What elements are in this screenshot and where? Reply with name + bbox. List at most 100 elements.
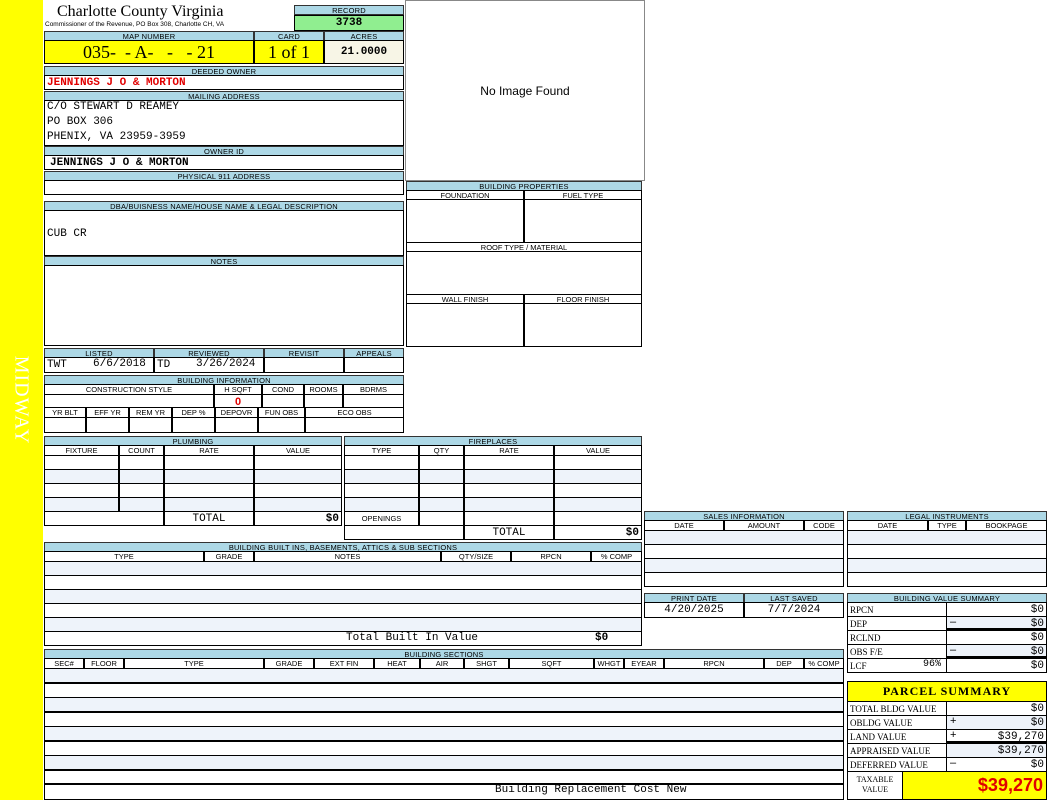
building-sections-row	[44, 769, 844, 785]
building-sections-row	[44, 726, 844, 741]
mailing-address-line: PHENIX, VA 23959-3959	[47, 131, 186, 143]
built-ins-row	[44, 617, 642, 632]
built-ins-total-label: Total Built In Value	[346, 632, 479, 644]
plumbing-cell	[119, 483, 164, 498]
sales-row	[644, 572, 844, 587]
bvs-row-value: $0	[946, 616, 1047, 631]
taxable-value: $39,270	[902, 771, 1047, 800]
fireplaces-cell	[419, 455, 464, 470]
fireplaces-cell	[464, 483, 554, 498]
fireplaces-cell	[554, 455, 642, 470]
parcel-row-label: APPRAISED VALUE	[847, 743, 947, 758]
floor-finish-value	[524, 303, 642, 347]
appeals-value	[344, 357, 404, 373]
deeded-owner: JENNINGS J O & MORTON	[44, 75, 404, 90]
parcel-row-label: DEFERRED VALUE	[847, 757, 947, 772]
fireplaces-cell	[464, 469, 554, 484]
county-title: Charlotte County Virginia	[57, 3, 224, 20]
built-ins-row	[44, 589, 642, 604]
building-info-value	[304, 394, 343, 408]
plumbing-cell	[119, 455, 164, 470]
bvs-row-value: $0	[946, 644, 1047, 659]
fireplaces-cell	[419, 497, 464, 512]
physical-address	[44, 180, 404, 195]
mailing-address-line: PO BOX 306	[47, 116, 114, 128]
building-info-value	[258, 417, 305, 433]
wall-finish-value	[406, 303, 524, 347]
record-number: 3738	[294, 15, 404, 31]
plumbing-cell	[164, 455, 254, 470]
built-ins-row	[44, 575, 642, 590]
built-ins-row	[44, 561, 642, 576]
plumbing-total-label: TOTAL	[164, 511, 254, 526]
building-info-value	[172, 417, 215, 433]
parcel-row-value: $0	[946, 715, 1047, 730]
building-sections-row	[44, 711, 844, 727]
plumbing-cell	[44, 469, 119, 484]
legal-instruments-row	[847, 558, 1047, 573]
sales-row	[644, 544, 844, 559]
building-info-value	[305, 417, 404, 433]
fireplaces-cell	[344, 469, 419, 484]
bvs-row-label: DEP	[847, 616, 947, 631]
sales-row	[644, 530, 844, 545]
map-number: 035- - A- - - 21	[44, 40, 254, 64]
building-sections-row	[44, 740, 844, 756]
fuel-type-value	[524, 199, 642, 243]
fireplaces-cell	[419, 483, 464, 498]
owner-id: JENNINGS J O & MORTON	[44, 155, 404, 170]
listed-by: TWT	[44, 357, 154, 373]
bvs-row-label: OBS F/E	[847, 644, 947, 659]
building-info-value	[44, 417, 86, 433]
district-label: MIDWAY	[10, 355, 33, 445]
fireplaces-cell	[464, 455, 554, 470]
sales-row	[644, 558, 844, 573]
mailing-address-box	[44, 100, 404, 146]
fireplace-openings-cell	[554, 511, 642, 526]
building-info-value	[86, 417, 129, 433]
listed-date: 6/6/2018	[93, 358, 146, 370]
plumbing-cell	[254, 497, 342, 512]
fireplace-openings-label: OPENINGS	[344, 511, 419, 526]
fireplaces-cell	[344, 455, 419, 470]
acres-value: 21.0000	[324, 40, 404, 64]
dba-value: CUB CR	[44, 210, 404, 256]
parcel-sign: +	[950, 715, 957, 727]
legal-instruments-row	[847, 530, 1047, 545]
built-ins-total-row	[44, 631, 642, 646]
fireplaces-cell	[554, 497, 642, 512]
plumbing-cell	[119, 497, 164, 512]
notes-value	[44, 265, 404, 346]
plumbing-total: $0	[254, 511, 342, 526]
building-sections-row	[44, 682, 844, 698]
building-sections-row	[44, 755, 844, 770]
bvs-lcf-pct: 96%	[923, 659, 942, 670]
fireplace-total-blank	[344, 525, 464, 540]
county-subtitle: Commissioner of the Revenue, PO Box 308,…	[45, 21, 225, 28]
parcel-sign: +	[950, 729, 957, 741]
revisit-value	[264, 357, 344, 373]
fireplace-openings-cell	[464, 511, 554, 526]
legal-instruments-row	[847, 544, 1047, 559]
plumbing-cell	[44, 455, 119, 470]
bvs-sign: –	[950, 616, 957, 628]
plumbing-cell	[254, 483, 342, 498]
parcel-row-value: $0	[946, 757, 1047, 772]
plumbing-cell	[164, 469, 254, 484]
plumbing-cell	[164, 497, 254, 512]
legal-instruments-row	[847, 572, 1047, 587]
record-label: RECORD	[294, 5, 404, 15]
building-sections-footer	[44, 783, 844, 800]
parcel-row-label: TOTAL BLDG VALUE	[847, 701, 947, 716]
bvs-row-value: $0	[946, 630, 1047, 645]
fireplaces-cell	[419, 469, 464, 484]
taxable-value-label: TAXABLE VALUE	[847, 771, 903, 800]
parcel-row-label: LAND VALUE	[847, 729, 947, 744]
reviewed-date: 3/26/2024	[196, 358, 256, 370]
roof-type-value	[406, 251, 642, 295]
plumbing-cell	[254, 455, 342, 470]
plumbing-cell	[119, 469, 164, 484]
fireplaces-cell	[344, 483, 419, 498]
no-image-text: No Image Found	[480, 83, 570, 98]
parcel-sign: –	[950, 757, 957, 769]
